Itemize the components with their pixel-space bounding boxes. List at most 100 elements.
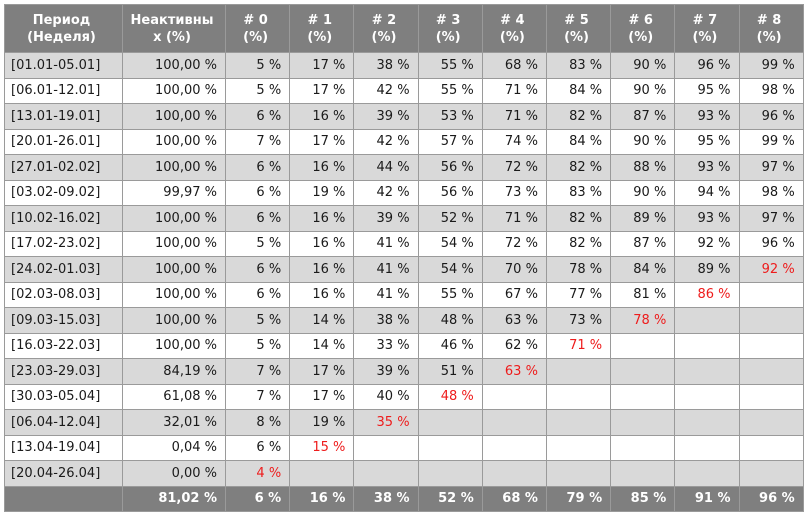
value-cell: [738, 332, 804, 359]
value-cell: 38 %: [353, 307, 419, 334]
value-cell: [738, 281, 804, 308]
value-cell: 70 %: [481, 256, 547, 283]
value-cell: 63 %: [481, 358, 547, 385]
period-cell: [13.04-19.04]: [4, 434, 123, 461]
footer-total-cell: 52 %: [417, 485, 483, 512]
value-cell: 41 %: [353, 230, 419, 257]
period-cell: [24.02-01.03]: [4, 256, 123, 283]
value-cell: 56 %: [417, 154, 483, 181]
value-cell: 96 %: [674, 52, 740, 79]
value-cell: [610, 434, 676, 461]
value-cell: 84 %: [610, 256, 676, 283]
value-cell: 19 %: [289, 179, 355, 206]
value-cell: 99 %: [738, 52, 804, 79]
value-cell: 93 %: [674, 205, 740, 232]
value-cell: [610, 383, 676, 410]
inactive-cell: 100,00 %: [122, 256, 226, 283]
value-cell: 92 %: [674, 230, 740, 257]
value-cell: 14 %: [289, 332, 355, 359]
header-week-3: # 3 (%): [417, 4, 483, 53]
value-cell: 46 %: [417, 332, 483, 359]
value-cell: 54 %: [417, 256, 483, 283]
value-cell: [481, 409, 547, 436]
value-cell: 17 %: [289, 358, 355, 385]
value-cell: 41 %: [353, 256, 419, 283]
value-cell: [545, 383, 612, 410]
value-cell: [674, 358, 740, 385]
period-cell: [10.02-16.02]: [4, 205, 123, 232]
value-cell: [610, 409, 676, 436]
table-row: [20.04-26.04] 0,00 % 4 %: [4, 460, 804, 487]
value-cell: 5 %: [224, 230, 291, 257]
period-cell: [17.02-23.02]: [4, 230, 123, 257]
inactive-cell: 100,00 %: [122, 77, 226, 104]
header-week-7: # 7 (%): [674, 4, 740, 53]
value-cell: [545, 460, 612, 487]
value-cell: 17 %: [289, 383, 355, 410]
value-cell: 98 %: [738, 77, 804, 104]
value-cell: 33 %: [353, 332, 419, 359]
table-row: [13.04-19.04] 0,04 % 6 % 15 %: [4, 434, 804, 461]
period-cell: [16.03-22.03]: [4, 332, 123, 359]
period-cell: [13.01-19.01]: [4, 103, 123, 130]
table-row: [23.03-29.03] 84,19 % 7 % 17 % 39 % 51 % 63 %: [4, 358, 804, 385]
value-cell: 17 %: [289, 77, 355, 104]
inactive-cell: 100,00 %: [122, 230, 226, 257]
value-cell: 7 %: [224, 358, 291, 385]
value-cell: 8 %: [224, 409, 291, 436]
period-cell: [06.04-12.04]: [4, 409, 123, 436]
footer-total-cell: 81,02 %: [122, 485, 226, 512]
value-cell: 94 %: [674, 179, 740, 206]
value-cell: [481, 460, 547, 487]
value-cell: 42 %: [353, 128, 419, 155]
value-cell: 71 %: [481, 77, 547, 104]
table-header: Период (Неделя) Неактивны х (%) # 0 (%) # 1…: [4, 4, 804, 53]
value-cell: [481, 434, 547, 461]
value-cell: [738, 460, 804, 487]
footer-label-cell: [4, 485, 123, 512]
value-cell: 6 %: [224, 281, 291, 308]
header-week-4: # 4 (%): [481, 4, 547, 53]
value-cell: 68 %: [481, 52, 547, 79]
header-week-6: # 6 (%): [610, 4, 676, 53]
inactive-cell: 99,97 %: [122, 179, 226, 206]
footer-total-cell: 79 %: [545, 485, 612, 512]
value-cell: 39 %: [353, 205, 419, 232]
inactive-cell: 100,00 %: [122, 332, 226, 359]
value-cell: 16 %: [289, 281, 355, 308]
value-cell: [289, 460, 355, 487]
value-cell: [738, 358, 804, 385]
value-cell: [674, 307, 740, 334]
value-cell: 78 %: [545, 256, 612, 283]
value-cell: 52 %: [417, 205, 483, 232]
value-cell: 84 %: [545, 77, 612, 104]
value-cell: 98 %: [738, 179, 804, 206]
value-cell: 15 %: [289, 434, 355, 461]
value-cell: [610, 358, 676, 385]
value-cell: 14 %: [289, 307, 355, 334]
value-cell: 72 %: [481, 154, 547, 181]
value-cell: 83 %: [545, 52, 612, 79]
value-cell: 97 %: [738, 205, 804, 232]
value-cell: 7 %: [224, 383, 291, 410]
table-row: [27.01-02.02] 100,00 % 6 % 16 % 44 % 56 % 72 %…: [4, 154, 804, 181]
footer-total-cell: 16 %: [289, 485, 355, 512]
footer-total-cell: 38 %: [353, 485, 419, 512]
value-cell: [545, 409, 612, 436]
value-cell: 81 %: [610, 281, 676, 308]
inactive-cell: 84,19 %: [122, 358, 226, 385]
table-row: [13.01-19.01] 100,00 % 6 % 16 % 39 % 53 % 71 %…: [4, 103, 804, 130]
value-cell: [545, 434, 612, 461]
value-cell: 17 %: [289, 52, 355, 79]
inactive-cell: 100,00 %: [122, 52, 226, 79]
value-cell: 72 %: [481, 230, 547, 257]
value-cell: 74 %: [481, 128, 547, 155]
value-cell: 56 %: [417, 179, 483, 206]
value-cell: 95 %: [674, 77, 740, 104]
value-cell: 73 %: [545, 307, 612, 334]
value-cell: 90 %: [610, 179, 676, 206]
value-cell: 5 %: [224, 52, 291, 79]
value-cell: 89 %: [674, 256, 740, 283]
value-cell: 19 %: [289, 409, 355, 436]
inactive-cell: 100,00 %: [122, 205, 226, 232]
